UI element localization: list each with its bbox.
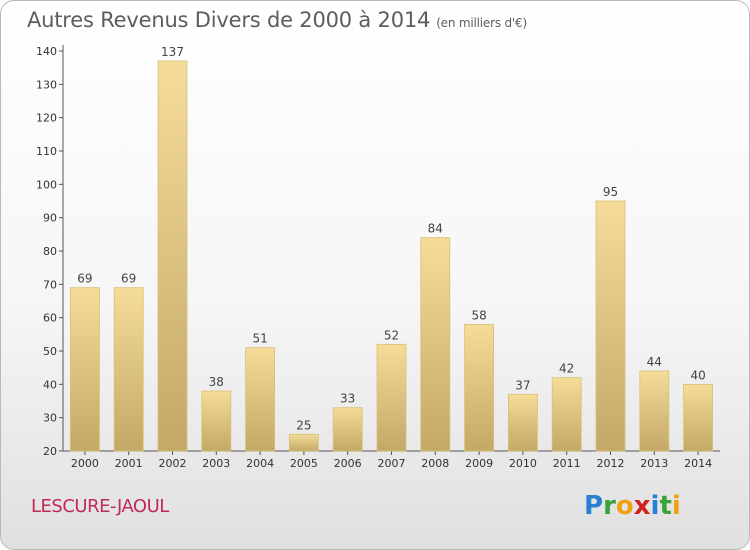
data-label: 33 <box>340 392 355 406</box>
chart-unit: (en milliers d'€) <box>436 16 527 30</box>
data-label: 40 <box>690 368 705 382</box>
y-tick-label: 140 <box>36 45 57 58</box>
data-label: 25 <box>296 418 311 432</box>
x-tick-label: 2001 <box>115 457 143 470</box>
data-label: 38 <box>209 375 224 389</box>
x-axis: 2000 2001 2002 2003 2004 2005 2006 2007 2008 2009… <box>63 450 720 470</box>
data-label: 95 <box>603 185 618 199</box>
y-tick-label: 130 <box>36 78 57 91</box>
bar <box>551 377 582 452</box>
bar <box>113 287 144 452</box>
y-tick-label: 20 <box>43 445 57 458</box>
logo-letter: i <box>650 491 660 521</box>
logo-letter: r <box>603 491 616 521</box>
y-tick-label: 50 <box>43 345 57 358</box>
data-label: 42 <box>559 362 574 376</box>
data-label: 69 <box>121 272 136 286</box>
y-tick-label: 120 <box>36 112 57 125</box>
x-tick-label: 2008 <box>421 457 449 470</box>
x-tick-label: 2005 <box>290 457 318 470</box>
x-tick-label: 2006 <box>334 457 362 470</box>
x-tick-label: 2010 <box>509 457 537 470</box>
bar <box>683 383 713 452</box>
bar <box>201 390 232 452</box>
y-axis: 20 30 40 50 60 70 80 90 100 110 120 130 140 <box>36 45 64 458</box>
y-tick-label: 110 <box>36 145 57 158</box>
logo-letter: i <box>671 491 681 521</box>
bar <box>288 433 319 452</box>
data-label: 58 <box>471 308 486 322</box>
x-tick-label: 2013 <box>640 457 668 470</box>
y-tick-label: 80 <box>43 245 57 258</box>
x-tick-label: 2002 <box>159 457 187 470</box>
bar <box>70 287 100 452</box>
bar <box>639 370 670 452</box>
y-tick-label: 30 <box>43 412 57 425</box>
bar <box>332 407 363 452</box>
x-tick-label: 2009 <box>465 457 493 470</box>
data-label: 84 <box>428 222 443 236</box>
chart-title: Autres Revenus Divers de 2000 à 2014 (en … <box>27 8 527 32</box>
data-label: 51 <box>252 332 267 346</box>
data-label: 44 <box>647 355 662 369</box>
x-tick-label: 2011 <box>553 457 581 470</box>
chart-title-text: Autres Revenus Divers de 2000 à 2014 <box>27 8 431 32</box>
x-tick-label: 2000 <box>71 457 99 470</box>
data-label: 37 <box>515 378 530 392</box>
logo-letter: P <box>584 491 604 521</box>
data-label: 52 <box>384 328 399 342</box>
x-tick-label: 2014 <box>684 457 712 470</box>
bar <box>507 393 538 452</box>
x-tick-label: 2004 <box>246 457 274 470</box>
proxiti-logo: Proxiti <box>584 491 681 521</box>
bar <box>376 343 407 452</box>
data-labels-group: 69 69 137 38 51 25 33 52 84 58 37 42 95 44 40 <box>77 45 705 432</box>
x-tick-label: 2012 <box>597 457 625 470</box>
y-tick-label: 40 <box>43 378 57 391</box>
x-tick-label: 2003 <box>202 457 230 470</box>
y-tick-label: 100 <box>36 178 57 191</box>
x-tick-label: 2007 <box>378 457 406 470</box>
bars-group <box>70 60 713 452</box>
bar <box>595 200 626 452</box>
bar <box>157 60 188 452</box>
logo-letter: t <box>659 491 672 521</box>
bar <box>420 237 451 452</box>
y-tick-label: 60 <box>43 312 57 325</box>
bar <box>245 347 276 452</box>
data-label: 137 <box>161 45 184 59</box>
y-tick-label: 90 <box>43 212 57 225</box>
y-tick-label: 70 <box>43 278 57 291</box>
bar <box>464 323 495 452</box>
data-label: 69 <box>77 272 92 286</box>
logo-letter: x <box>633 491 651 521</box>
city-name: LESCURE-JAOUL <box>31 496 169 517</box>
logo-letter: o <box>615 491 634 521</box>
